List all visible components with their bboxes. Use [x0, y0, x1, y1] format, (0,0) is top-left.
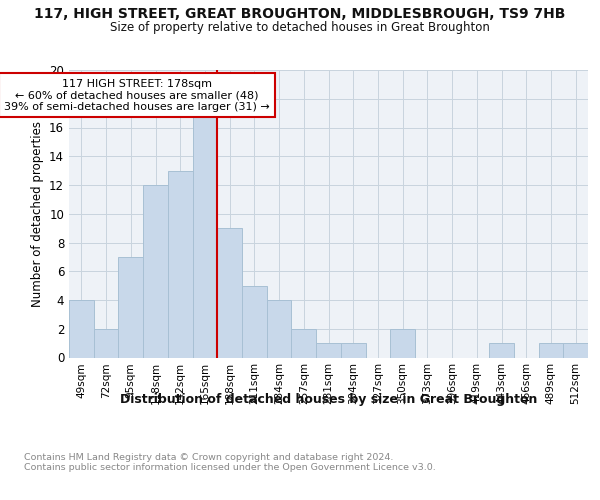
Text: Size of property relative to detached houses in Great Broughton: Size of property relative to detached ho… [110, 21, 490, 34]
Text: 117, HIGH STREET, GREAT BROUGHTON, MIDDLESBROUGH, TS9 7HB: 117, HIGH STREET, GREAT BROUGHTON, MIDDL… [34, 8, 566, 22]
Bar [193, 113, 217, 358]
Text: Distribution of detached houses by size in Great Broughton: Distribution of detached houses by size … [120, 392, 538, 406]
Bar [489, 343, 514, 357]
Bar [539, 343, 563, 357]
Bar [316, 343, 341, 357]
Bar [242, 286, 267, 358]
Bar [390, 329, 415, 358]
Bar [292, 329, 316, 358]
Bar [217, 228, 242, 358]
Bar [143, 185, 168, 358]
Text: 117 HIGH STREET: 178sqm
← 60% of detached houses are smaller (48)
39% of semi-de: 117 HIGH STREET: 178sqm ← 60% of detache… [4, 78, 270, 112]
Bar [118, 257, 143, 358]
Bar [168, 170, 193, 358]
Bar [341, 343, 365, 357]
Bar [267, 300, 292, 358]
Y-axis label: Number of detached properties: Number of detached properties [31, 120, 44, 306]
Bar [69, 300, 94, 358]
Bar [94, 329, 118, 358]
Text: Contains HM Land Registry data © Crown copyright and database right 2024.
Contai: Contains HM Land Registry data © Crown c… [24, 452, 436, 472]
Bar [563, 343, 588, 357]
